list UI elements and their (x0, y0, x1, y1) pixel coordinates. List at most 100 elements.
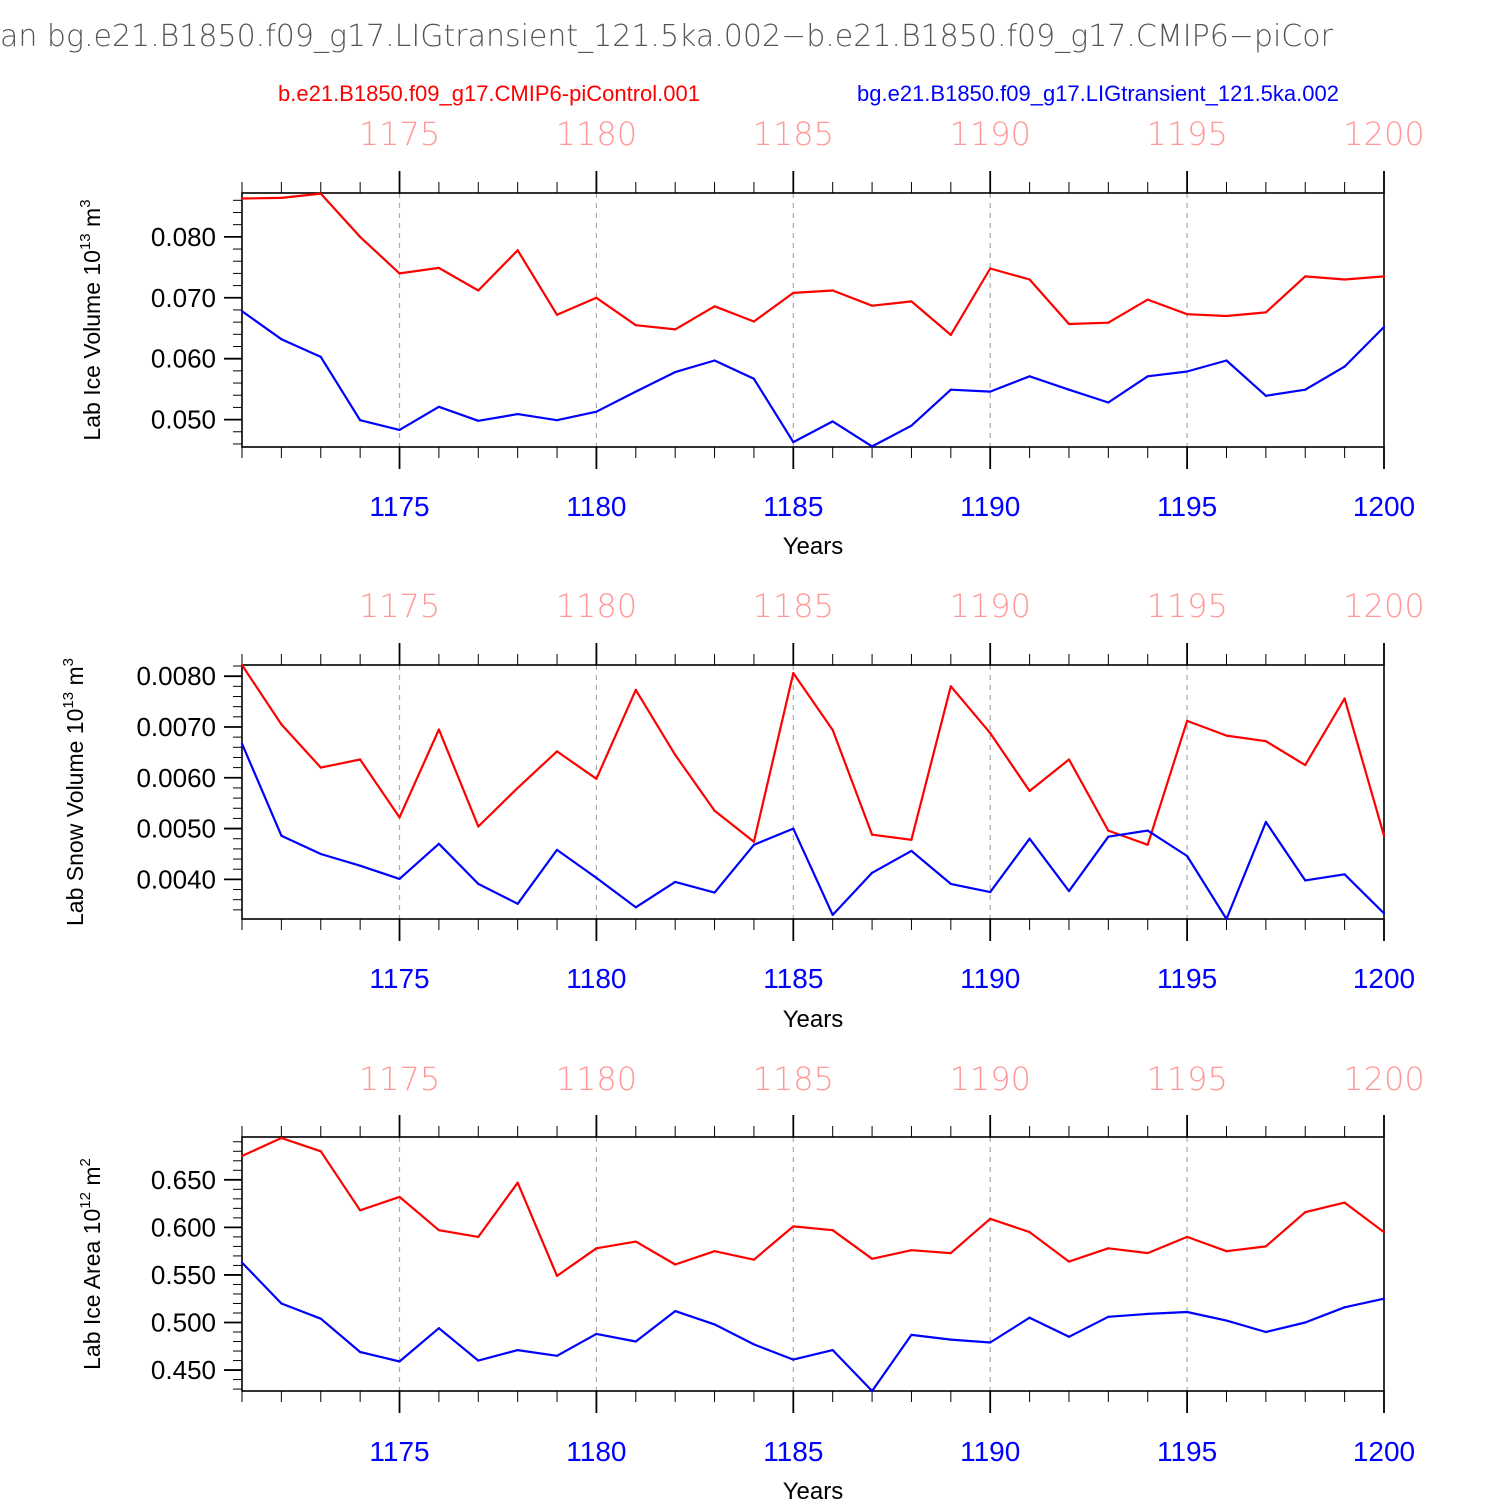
data-point-control (516, 249, 519, 252)
data-point-control (1304, 1211, 1307, 1214)
data-point-control (674, 753, 677, 757)
data-point-control (1186, 1235, 1189, 1238)
data-point-control (1225, 734, 1228, 737)
y-axis-label-text: Lab Ice Area 10 (79, 1209, 105, 1370)
series-line-transient (240, 743, 1385, 921)
data-point-control (1186, 313, 1189, 316)
data-point-control (831, 289, 834, 292)
x-tick-label-bottom: 1195 (1157, 491, 1217, 522)
y-axis-label-unit: m (79, 208, 105, 234)
series-line-control (241, 664, 1386, 846)
data-point-transient (831, 913, 834, 917)
data-point-control (831, 728, 834, 732)
data-point-transient (792, 827, 795, 830)
data-point-control (1343, 1201, 1346, 1204)
data-point-transient (280, 338, 283, 341)
data-point-control (1107, 829, 1110, 832)
data-point-control (595, 1247, 598, 1250)
data-point-control (319, 192, 322, 195)
data-point-control (1107, 321, 1110, 324)
y-tick-label: 0.550 (151, 1260, 216, 1290)
data-point-control (1304, 763, 1307, 767)
data-point-control (555, 750, 559, 753)
data-point-control (1225, 1250, 1228, 1253)
data-point-transient (1304, 1321, 1307, 1324)
data-point-transient (359, 419, 362, 422)
data-point-transient (1264, 1330, 1267, 1334)
x-tick-label-bottom: 1190 (960, 1436, 1020, 1467)
data-point-transient (1107, 835, 1110, 838)
data-point-control (398, 816, 401, 819)
x-tick-label-bottom: 1180 (566, 1436, 626, 1467)
legend-transient-label: bg.e21.B1850.f09_g17.LIGtransient_121.5k… (857, 81, 1339, 106)
data-point-transient (910, 1333, 913, 1336)
y-tick-label: 0.650 (151, 1165, 216, 1195)
x-tick-label-top: 1175 (359, 1060, 440, 1098)
data-point-control (595, 296, 598, 299)
data-point-transient (1067, 388, 1071, 391)
data-point-transient (949, 388, 952, 391)
data-point-transient (949, 1338, 952, 1341)
data-point-transient (674, 1309, 677, 1313)
data-point-transient (319, 1317, 322, 1320)
data-point-transient (1382, 325, 1386, 329)
x-tick-label-bottom: 1195 (1157, 963, 1217, 994)
series-line-control (241, 1136, 1385, 1278)
data-point-transient (1107, 401, 1110, 404)
data-point-transient (319, 852, 322, 856)
x-tick-label-bottom: 1200 (1353, 963, 1415, 994)
data-point-transient (398, 1360, 401, 1363)
data-point-transient (634, 390, 637, 393)
data-point-control (319, 1150, 322, 1153)
data-point-transient (1304, 388, 1307, 391)
data-point-transient (240, 742, 244, 745)
data-point-control (674, 328, 677, 331)
data-point-transient (1382, 1297, 1386, 1300)
data-point-control (634, 324, 637, 327)
x-tick-label-top: 1200 (1343, 115, 1424, 153)
plot-frame (241, 192, 1385, 448)
chart-panel-3: 0.450 0.500 0.550 0.600 0.650 1175 1175 1180 118… (77, 1060, 1425, 1500)
data-point-transient (240, 1261, 244, 1264)
data-point-transient (1067, 1335, 1071, 1338)
data-point-control (1186, 719, 1189, 722)
data-point-control (1067, 1260, 1071, 1263)
data-point-transient (831, 420, 834, 423)
data-point-transient (792, 441, 795, 444)
data-point-transient (674, 370, 677, 374)
y-axis-label: Lab Snow Volume 1013 m3 (60, 658, 88, 926)
x-tick-label-bottom: 1180 (566, 491, 626, 522)
x-tick-label-top: 1175 (359, 587, 440, 625)
data-point-transient (1146, 829, 1149, 832)
plot-frame (241, 1136, 1385, 1392)
x-tick-label-top: 1185 (753, 115, 834, 153)
x-tick-label-top: 1195 (1146, 1060, 1227, 1098)
data-point-transient (1186, 370, 1189, 373)
y-axis-label-exponent: 13 (60, 692, 77, 709)
data-point-control (1225, 314, 1228, 318)
y-axis-label-unit-exponent: 3 (60, 658, 77, 666)
data-point-control (713, 1250, 716, 1253)
data-point-control (1343, 278, 1346, 281)
x-tick-label-top: 1180 (556, 587, 637, 625)
data-point-transient (1343, 1306, 1346, 1309)
data-point-transient (555, 1354, 559, 1357)
data-point-control (555, 1274, 559, 1277)
data-point-transient (280, 1302, 283, 1305)
data-point-transient (1067, 889, 1071, 893)
x-tick-label-top: 1190 (949, 1060, 1030, 1098)
data-point-control (398, 272, 401, 275)
data-point-transient (713, 891, 716, 894)
y-tick-label: 0.060 (151, 344, 216, 374)
data-point-transient (1343, 365, 1346, 368)
data-point-transient (949, 882, 952, 886)
data-point-control (870, 833, 874, 836)
data-point-transient (752, 1343, 756, 1346)
series-line-transient (241, 310, 1385, 448)
data-point-control (280, 196, 283, 199)
data-point-control (989, 1217, 992, 1220)
data-point-control (437, 1229, 440, 1232)
data-point-transient (1186, 1310, 1189, 1314)
y-tick-label: 0.500 (151, 1308, 216, 1338)
data-point-control (949, 685, 952, 688)
